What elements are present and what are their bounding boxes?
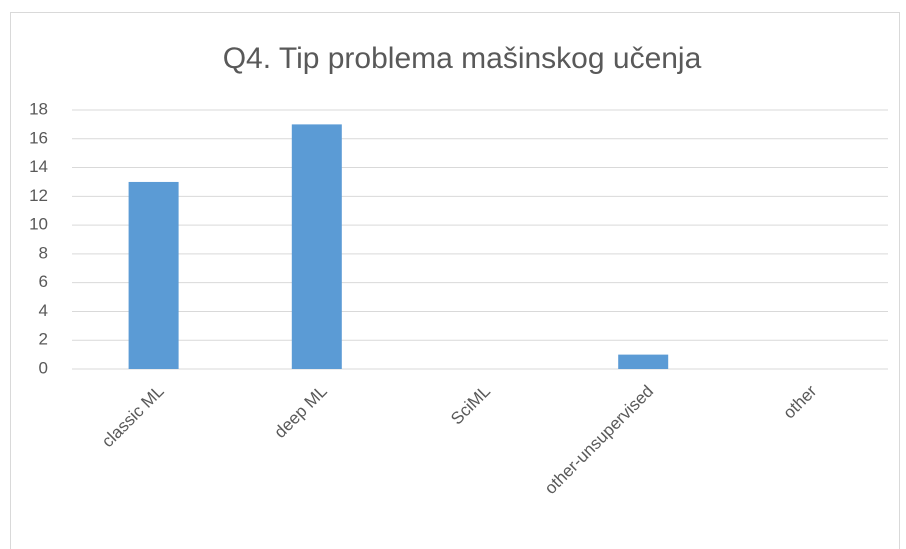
y-tick-label: 18	[29, 99, 48, 118]
bar	[128, 181, 179, 369]
y-tick-label: 14	[29, 157, 48, 176]
y-tick-label: 10	[29, 215, 48, 234]
y-tick-label: 16	[29, 128, 48, 147]
y-tick-label: 12	[29, 186, 48, 205]
y-tick-label: 8	[39, 243, 48, 262]
bar	[618, 354, 669, 369]
y-tick-label: 6	[39, 272, 48, 291]
y-tick-label: 4	[39, 301, 48, 320]
y-tick-label: 2	[39, 330, 48, 349]
bar	[291, 124, 342, 369]
chart-title: Q4. Tip problema mašinskog učenja	[223, 42, 702, 75]
y-tick-label: 0	[39, 358, 48, 377]
